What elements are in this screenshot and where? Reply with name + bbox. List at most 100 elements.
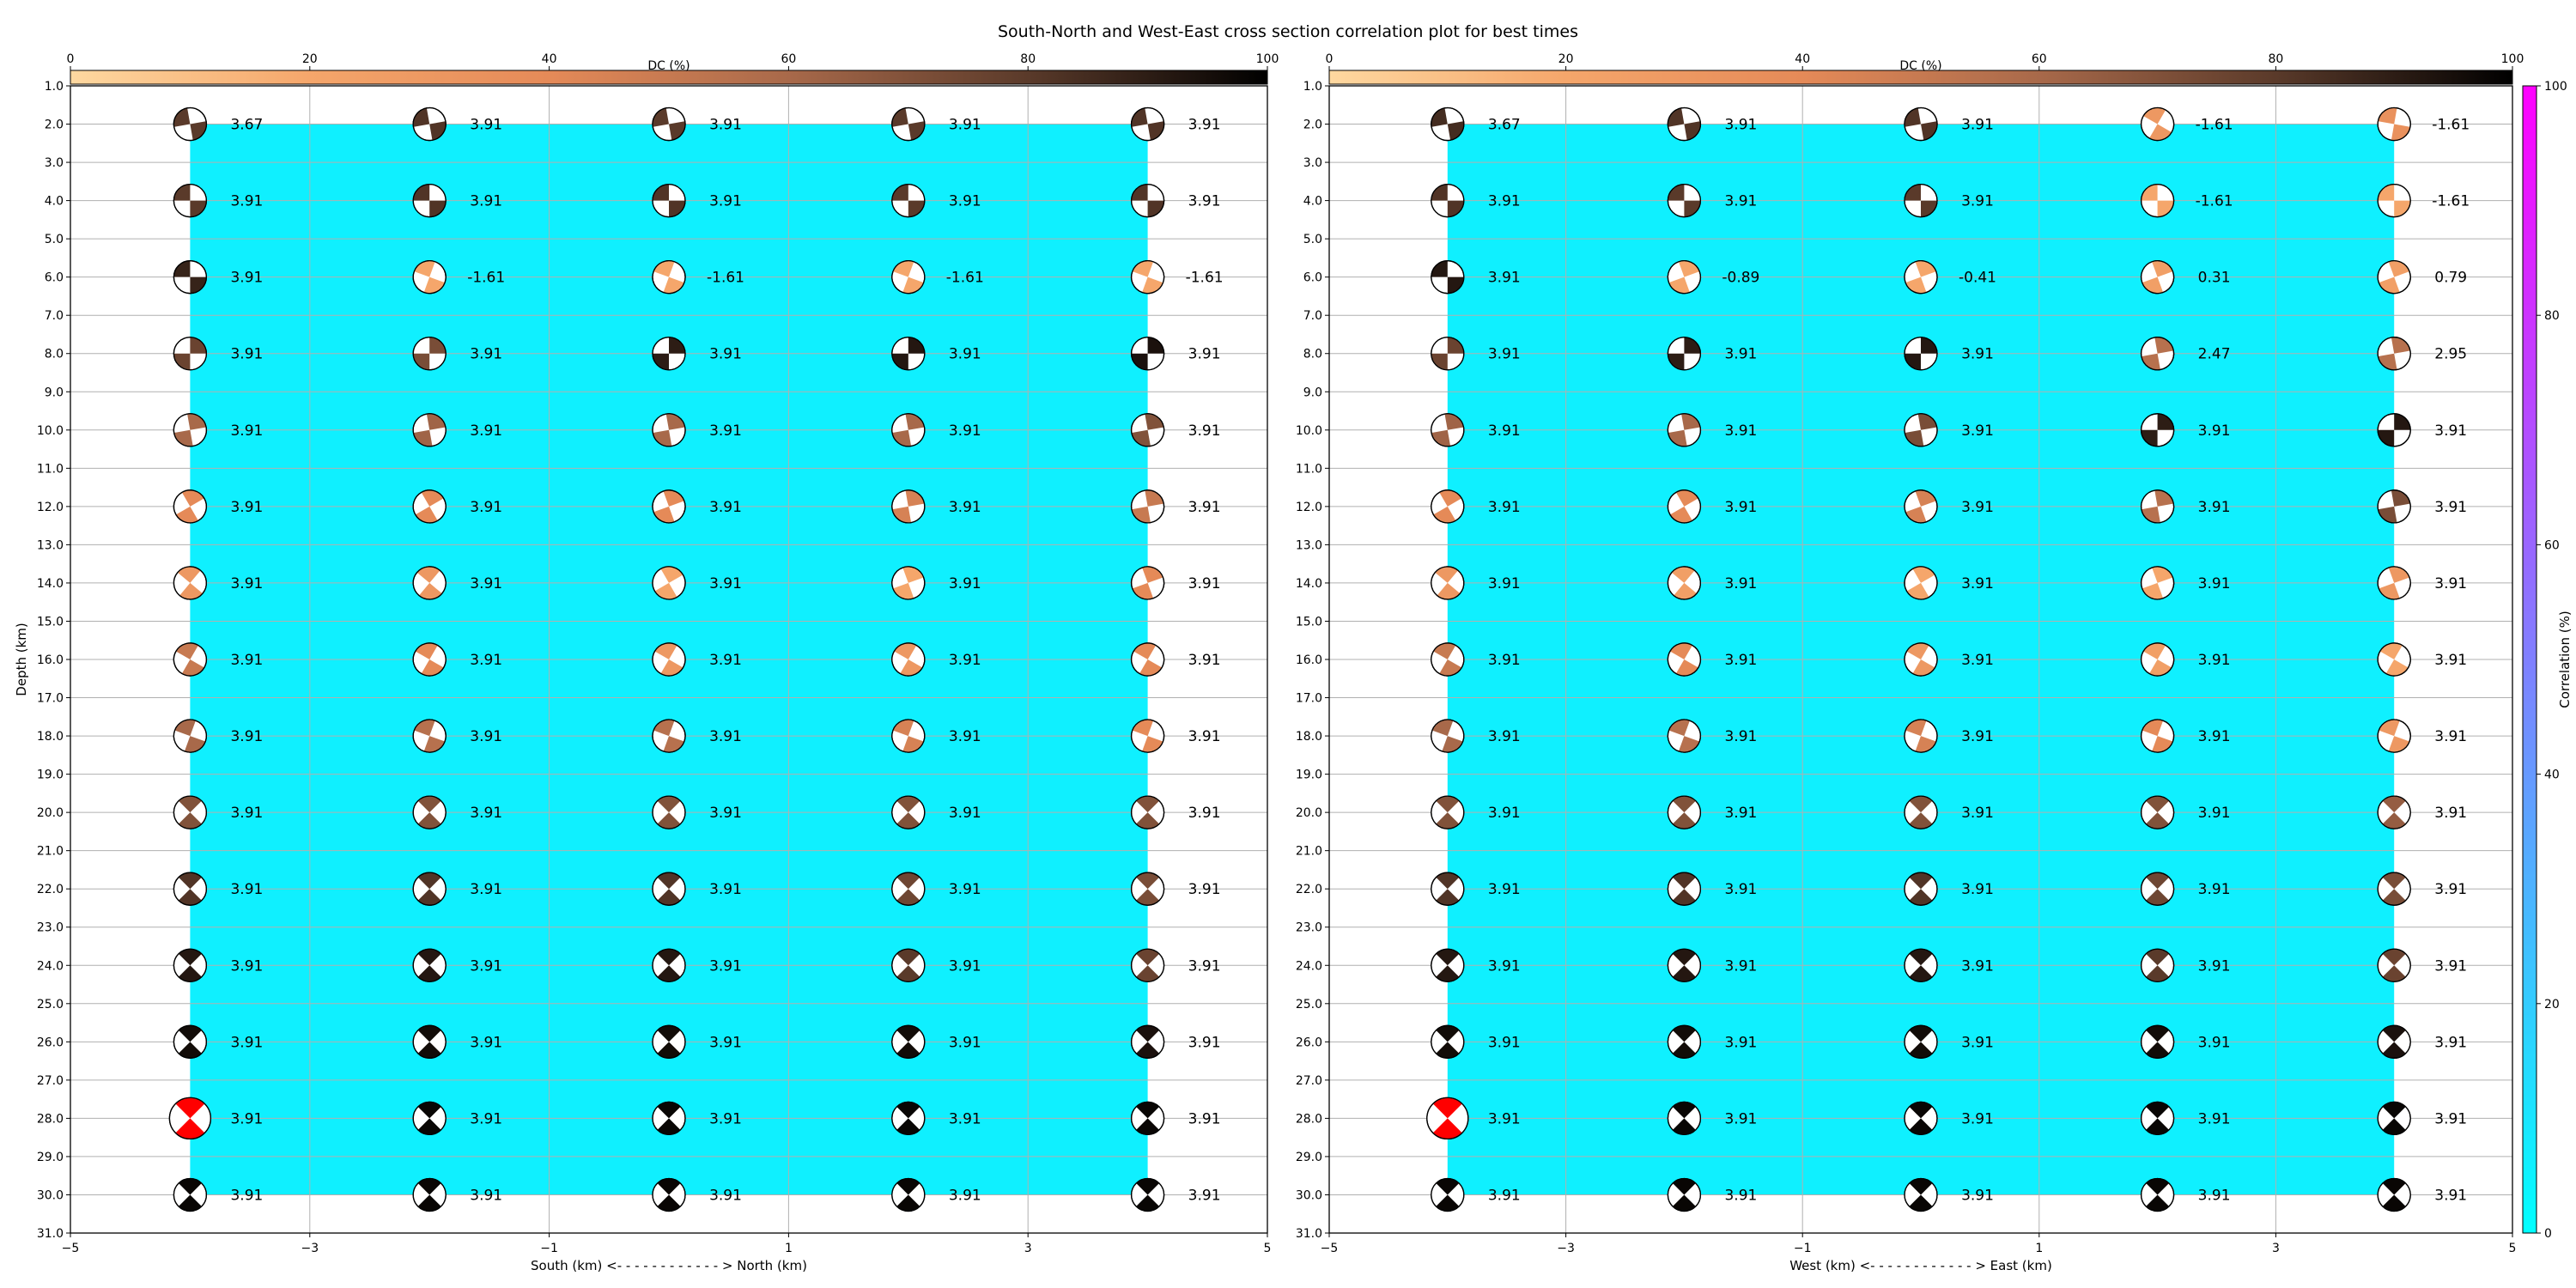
magnitude-label: 3.91 <box>470 117 502 134</box>
beachball <box>1667 948 1702 982</box>
beachball-rim <box>1904 1024 1938 1059</box>
beachball-rim <box>652 183 686 218</box>
beachball <box>173 872 208 906</box>
beachball-quadrant <box>1447 121 1464 140</box>
magnitude-label: 3.91 <box>709 652 742 669</box>
beachball <box>652 1024 686 1059</box>
dc-colorbar-tick-label: 100 <box>1256 52 1279 66</box>
beachball-rim <box>2377 948 2411 982</box>
y-tick-label: 24.0 <box>37 959 64 973</box>
beachball-quadrant <box>179 889 202 905</box>
beachball <box>412 183 447 218</box>
magnitude-label: 3.91 <box>470 728 502 745</box>
beachball-quadrant <box>1679 736 1699 752</box>
beachball-quadrant <box>1668 276 1690 294</box>
beachball-quadrant <box>1436 1194 1459 1212</box>
beachball <box>891 642 926 677</box>
beachball-quadrant <box>1439 659 1461 676</box>
beachball <box>1431 1177 1465 1212</box>
y-tick-label: 3.0 <box>45 156 64 170</box>
beachball-quadrant <box>1909 889 1933 905</box>
y-tick-label: 18.0 <box>1296 730 1322 744</box>
beachball-rim <box>2140 106 2175 142</box>
beachball-quadrant <box>190 276 207 294</box>
beachball-quadrant <box>2378 506 2397 523</box>
correlation-colorbar-bar <box>2522 85 2537 1234</box>
correlation-colorbar-tick-label: 20 <box>2544 998 2560 1012</box>
beachball-quadrant <box>1136 796 1159 813</box>
beachball <box>652 489 686 524</box>
beachball-rim <box>2140 1177 2175 1212</box>
beachball-quadrant <box>2383 1042 2406 1058</box>
y-tick-label: 15.0 <box>37 615 64 629</box>
beachball-quadrant <box>418 796 441 813</box>
beachball-rim <box>173 795 208 829</box>
correlation-colorbar-label: Correlation (%) <box>2557 611 2573 708</box>
correlation-colorbar-tick-label: 0 <box>2544 1227 2552 1241</box>
magnitude-label: 3.91 <box>1188 346 1221 363</box>
beachball-rim <box>1431 106 1465 142</box>
y-tick-label: 12.0 <box>1296 501 1322 514</box>
beachball-quadrant <box>1679 261 1699 277</box>
beachball-quadrant <box>1673 812 1696 829</box>
beachball-quadrant <box>653 506 675 523</box>
magnitude-label: 3.91 <box>2198 575 2231 592</box>
magnitude-label: 3.91 <box>1488 1034 1521 1051</box>
beachball-rim <box>652 1177 686 1212</box>
beachball <box>173 260 208 295</box>
beachball-quadrant <box>1909 949 1933 966</box>
beachball-rim <box>1904 795 1938 829</box>
y-tick-label: 19.0 <box>37 769 64 782</box>
magnitude-label: 3.67 <box>230 117 263 134</box>
beachball-quadrant <box>413 108 430 127</box>
magnitude-label: 3.91 <box>949 805 981 822</box>
beachball-quadrant <box>418 1178 441 1195</box>
beachball-quadrant <box>1436 1178 1459 1195</box>
beachball-quadrant <box>1905 506 1927 523</box>
beachball <box>2377 1177 2411 1212</box>
y-tick-label: 8.0 <box>1303 348 1322 361</box>
beachball <box>1130 260 1165 295</box>
beachball-quadrant <box>2142 582 2163 599</box>
beachball-rim <box>1431 489 1465 524</box>
beachball-quadrant <box>190 337 207 354</box>
magnitude-label: 3.91 <box>230 728 263 745</box>
beachball <box>412 566 447 600</box>
beachball-quadrant <box>190 200 207 217</box>
beachball-quadrant <box>1684 200 1701 217</box>
magnitude-label: 3.91 <box>2434 728 2467 745</box>
beachball-quadrant <box>663 490 684 507</box>
y-tick-label: 30.0 <box>37 1188 64 1202</box>
magnitude-label: 3.91 <box>1961 1110 1994 1127</box>
beachball <box>1667 1177 1702 1212</box>
correlation-colorbar-tick-label: 100 <box>2544 80 2567 94</box>
magnitude-label: 3.91 <box>709 499 742 516</box>
beachball-rim <box>1667 183 1702 218</box>
magnitude-label: 3.91 <box>709 805 742 822</box>
beachball-quadrant <box>1909 1118 1933 1134</box>
beachball <box>1904 413 1938 447</box>
beachball-quadrant <box>1673 889 1696 905</box>
beachball <box>1904 566 1938 600</box>
beachball-quadrant <box>2383 1102 2406 1119</box>
beachball-rim <box>2377 1101 2411 1136</box>
beachball-rim <box>173 489 208 524</box>
beachball <box>2377 337 2411 371</box>
beachball <box>412 260 447 295</box>
beachball-quadrant <box>173 108 191 127</box>
x-tick-label: 3 <box>2272 1242 2280 1255</box>
beachball-quadrant <box>2383 872 2406 890</box>
beachball <box>891 948 926 982</box>
beachball-quadrant <box>1905 429 1924 447</box>
beachball-rim <box>652 106 686 142</box>
beachball-quadrant <box>1673 1102 1696 1119</box>
beachball-quadrant <box>892 108 908 127</box>
y-tick-label: 5.0 <box>45 233 64 246</box>
beachball <box>2140 642 2175 677</box>
beachball-quadrant <box>654 582 677 599</box>
dc-colorbar-tick-label: 60 <box>781 52 796 66</box>
beachball <box>2377 872 2411 906</box>
beachball-rim <box>1667 719 1702 753</box>
magnitude-label: 3.91 <box>2434 881 2467 898</box>
beachball-rim <box>1904 872 1938 906</box>
